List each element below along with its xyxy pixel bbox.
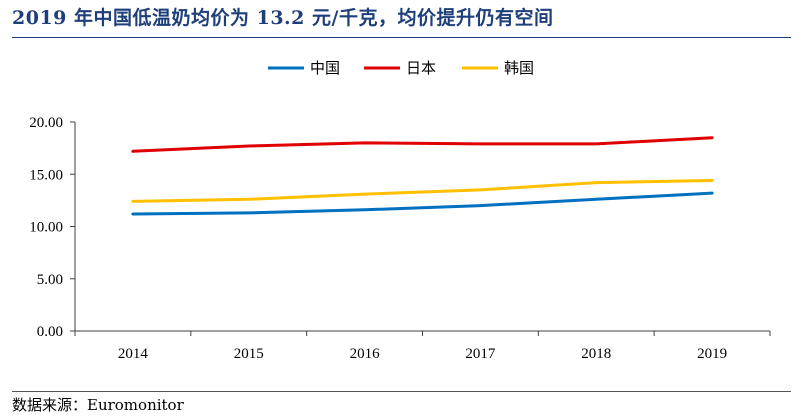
y-tick-label: 10.00 [29, 220, 63, 236]
title-divider [12, 37, 791, 38]
y-tick-label: 20.00 [29, 115, 63, 131]
x-tick-label: 2018 [581, 346, 611, 362]
series-line-1 [131, 136, 714, 153]
legend: 中国 日本 韩国 [268, 60, 534, 77]
source-note: 数据来源：Euromonitor [12, 396, 184, 414]
source-divider [12, 391, 791, 392]
y-tick-label: 5.00 [37, 272, 63, 288]
x-tick-label: 2015 [234, 346, 264, 362]
axes: 0.00 5.00 10.00 15.00 20.00 2014 2015 2016 2017 2… [29, 115, 771, 362]
y-tick-label: 0.00 [37, 324, 63, 340]
series-lines [131, 136, 714, 216]
legend-label-1: 日本 [406, 60, 436, 77]
x-tick-label: 2016 [350, 346, 381, 362]
legend-label-2: 韩国 [504, 60, 534, 77]
x-tick-label: 2017 [465, 346, 496, 362]
series-line-0 [131, 191, 714, 216]
line-chart: 中国 日本 韩国 0.00 5.00 10.00 15.00 20.00 2014 2015 20… [29, 60, 771, 362]
x-tick-label: 2014 [118, 346, 149, 362]
legend-label-0: 中国 [310, 60, 340, 77]
y-tick-label: 15.00 [29, 167, 63, 183]
x-tick-label: 2019 [697, 346, 727, 362]
chart-title: 2019 年中国低温奶均价为 13.2 元/千克，均价提升仍有空间 [12, 7, 554, 29]
series-line-2 [131, 179, 714, 203]
